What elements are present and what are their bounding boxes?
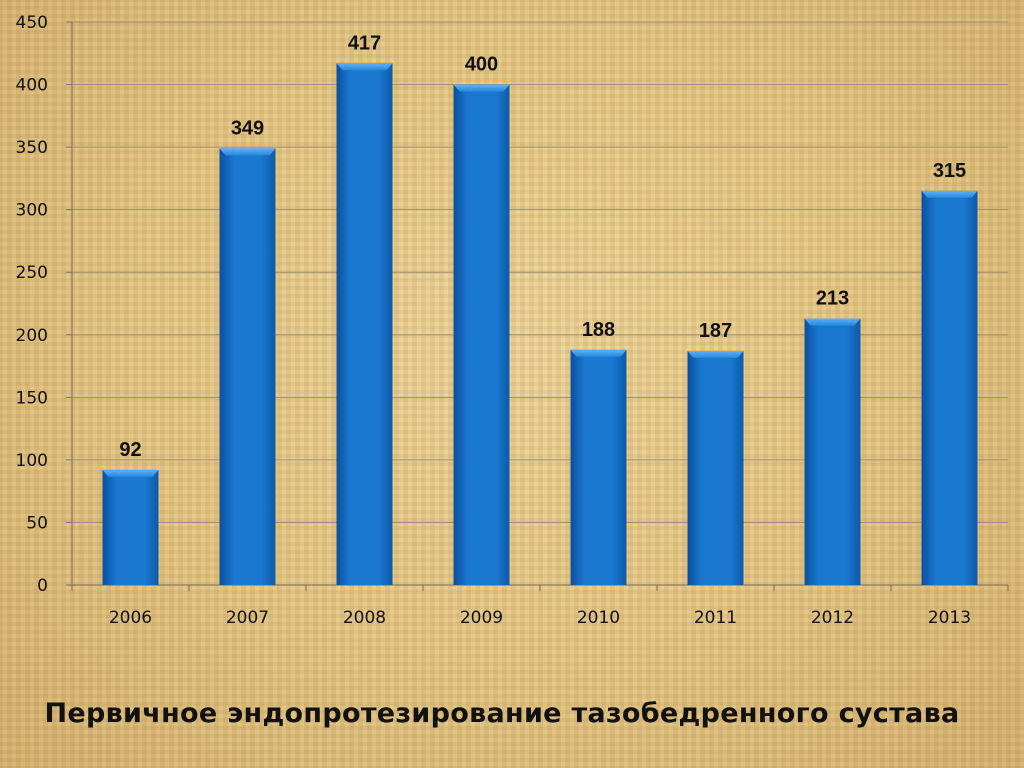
x-tick-label: 2013	[928, 608, 971, 628]
bars	[102, 63, 978, 586]
data-label: 92	[119, 439, 141, 461]
bar-cap	[453, 84, 510, 92]
bar-cap	[102, 469, 159, 477]
x-tick-label: 2009	[460, 608, 503, 628]
data-label: 417	[348, 32, 381, 54]
bar-cap	[921, 190, 978, 198]
y-tick-label: 100	[16, 451, 48, 471]
axes: 0 50 100 150 200 250 300 350 400 450 2006 2007 2008 2…	[16, 13, 1009, 628]
bar	[804, 318, 861, 585]
bar-cap	[336, 63, 393, 71]
bar	[102, 469, 159, 585]
bar	[687, 351, 744, 585]
x-tick-label: 2007	[226, 608, 269, 628]
y-tick-label: 200	[16, 326, 48, 346]
data-label: 315	[933, 160, 966, 182]
y-tick-label: 450	[16, 13, 48, 33]
data-label: 400	[465, 54, 498, 76]
bar-cap	[687, 351, 744, 359]
bar	[336, 63, 393, 585]
bar-cap	[219, 148, 276, 156]
data-label: 213	[816, 288, 849, 310]
x-tick-label: 2010	[577, 608, 620, 628]
chart-title: Первичное эндопротезирование тазобедренн…	[44, 698, 960, 729]
x-tick-label: 2011	[694, 608, 737, 628]
bar	[921, 190, 978, 585]
gridlines	[72, 21, 1008, 523]
y-tick-label: 0	[37, 576, 48, 596]
y-tick-label: 150	[16, 388, 48, 408]
data-label: 349	[231, 117, 264, 139]
y-tick-label: 50	[26, 513, 48, 533]
bar	[570, 349, 627, 585]
bar-cap	[570, 349, 627, 357]
x-tick-label: 2006	[109, 608, 152, 628]
y-tick-label: 400	[16, 76, 48, 96]
x-tick-label: 2012	[811, 608, 854, 628]
bar	[453, 84, 510, 586]
y-tick-label: 350	[16, 138, 48, 158]
y-tick-label: 250	[16, 263, 48, 283]
bar-chart: 0 50 100 150 200 250 300 350 400 450 2006 2007 2008 2…	[16, 13, 1009, 628]
data-label: 188	[582, 319, 615, 341]
x-tick-label: 2008	[343, 608, 386, 628]
data-labels: 92 349 417 400 188 187 213 315	[119, 32, 966, 461]
y-tick-label: 300	[16, 201, 48, 221]
bar-cap	[804, 318, 861, 326]
data-label: 187	[699, 320, 732, 342]
bar	[219, 148, 276, 585]
